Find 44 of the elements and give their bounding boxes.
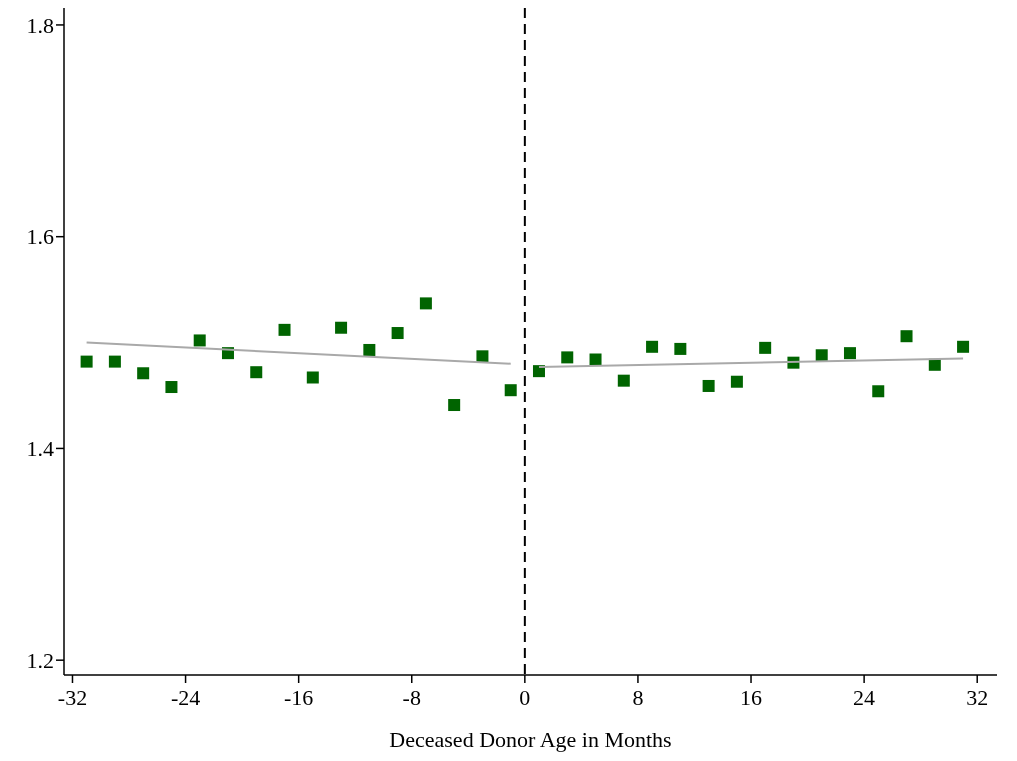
x-tick-label: -24: [170, 685, 201, 710]
point: [843, 347, 856, 360]
point: [900, 330, 913, 343]
point: [335, 321, 348, 334]
point: [589, 353, 602, 366]
point: [108, 355, 121, 368]
x-tick-label: 24: [853, 685, 876, 710]
point: [448, 399, 461, 412]
x-tick-label: -8: [402, 685, 421, 710]
point: [646, 340, 659, 353]
point: [872, 385, 885, 398]
point: [702, 379, 715, 392]
point: [674, 342, 687, 355]
point: [80, 355, 93, 368]
point: [391, 327, 404, 340]
point: [476, 350, 489, 363]
y-tick-label: 1.6: [26, 224, 54, 250]
x-tick-label: 0: [519, 685, 531, 710]
point: [532, 365, 545, 378]
point: [306, 371, 319, 384]
x-tick-label: -32: [57, 685, 88, 710]
point: [617, 374, 630, 387]
point: [759, 341, 772, 354]
x-tick-label: 8: [632, 685, 644, 710]
point: [730, 375, 743, 388]
point: [928, 358, 941, 371]
point: [419, 297, 432, 310]
x-tick-label: 32: [966, 685, 989, 710]
point: [504, 384, 517, 397]
point: [363, 343, 376, 356]
x-tick-label: 16: [740, 685, 763, 710]
point: [278, 323, 291, 336]
y-tick-label: 1.4: [26, 436, 54, 462]
point: [137, 367, 150, 380]
point: [957, 340, 970, 353]
point: [165, 381, 178, 394]
point: [250, 366, 263, 379]
point: [561, 351, 574, 364]
point: [815, 349, 828, 362]
y-tick-label: 1.8: [26, 12, 54, 38]
x-axis-title: Deceased Donor Age in Months: [389, 727, 672, 752]
y-tick-label: 1.2: [26, 647, 54, 673]
x-tick-label: -16: [284, 685, 314, 710]
point: [193, 334, 206, 347]
